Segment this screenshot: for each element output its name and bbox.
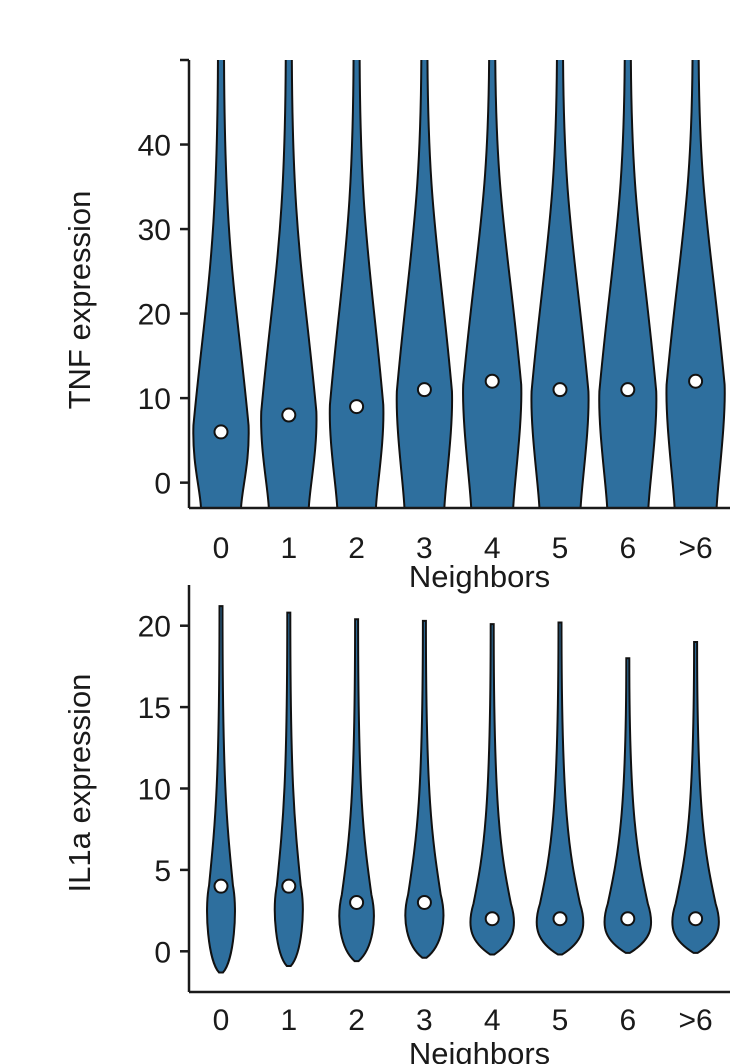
violin-7 [665,60,726,508]
y-axis-title: IL1a expression [62,674,97,893]
median-point-3 [416,382,432,398]
x-axis-title: Neighbors [409,559,550,594]
median-point-0 [213,878,229,894]
x-tick-label-5: 5 [552,1004,569,1037]
y-tick-label-2: 20 [138,299,171,332]
y-axis-title: TNF expression [62,191,97,410]
il1a-violin-panel: 0 1 2 3 4 5 6 >6 0 5 10 15 20 Neighbors IL1a expressio… [62,585,730,1064]
x-tick-label-6: 6 [619,1004,636,1037]
y-tick-label-2: 10 [138,774,171,807]
y-tick-label-3: 15 [138,692,171,725]
median-point-2 [349,399,365,415]
tnf-violin-panel: 0 1 2 3 4 5 6 >6 0 10 20 30 40 Neighbors TNF expressio… [62,58,730,594]
violin-6 [603,657,653,954]
y-tick-label-1: 5 [154,855,171,888]
median-point-6 [620,382,636,398]
median-point-6 [620,911,636,927]
y-tick-label-3: 30 [138,214,171,247]
violin-6 [598,60,658,508]
violin-1 [260,60,318,508]
median-point-0 [213,424,229,440]
x-tick-label-1: 1 [280,532,297,565]
x-tick-label-6: 6 [619,532,636,565]
median-point-2 [349,894,365,910]
violin-4 [469,623,515,956]
violin-5 [530,60,590,508]
y-tick-label-1: 10 [138,383,171,416]
x-tick-label-5: 5 [552,532,569,565]
violin-7 [671,640,720,954]
y-tick-label-0: 0 [154,468,171,501]
violin-2 [338,618,375,963]
x-axis-title: Neighbors [409,1036,550,1064]
x-tick-label-0: 0 [213,1004,230,1037]
median-point-4 [484,373,500,389]
median-point-5 [552,382,568,398]
median-point-4 [484,911,500,927]
violins-group [206,605,720,974]
x-tick-label-3: 3 [416,1004,433,1037]
violins-group [192,60,726,508]
x-tick-label-1: 1 [280,1004,297,1037]
violin-3 [404,619,445,959]
x-tick-label-4: 4 [484,532,501,565]
violin-0 [206,605,236,974]
median-point-7 [688,911,704,927]
x-tick-label-4: 4 [484,1004,501,1037]
x-tick-label-2: 2 [348,532,365,565]
violin-1 [273,611,304,967]
x-tick-label-3: 3 [416,532,433,565]
x-tick-label-7: >6 [678,532,712,565]
y-tick-label-0: 0 [154,936,171,969]
x-tick-label-0: 0 [213,532,230,565]
median-point-7 [688,373,704,389]
violin-4 [462,60,523,508]
median-point-3 [416,894,432,910]
x-tick-label-7: >6 [678,1004,712,1037]
median-point-1 [281,407,297,423]
x-tick-label-2: 2 [348,1004,365,1037]
violin-0 [192,60,250,508]
y-tick-label-4: 20 [138,611,171,644]
median-point-1 [281,878,297,894]
violin-2 [328,60,385,508]
violin-5 [535,621,585,956]
violin-3 [395,60,454,508]
median-point-5 [552,911,568,927]
y-tick-label-4: 40 [138,130,171,163]
